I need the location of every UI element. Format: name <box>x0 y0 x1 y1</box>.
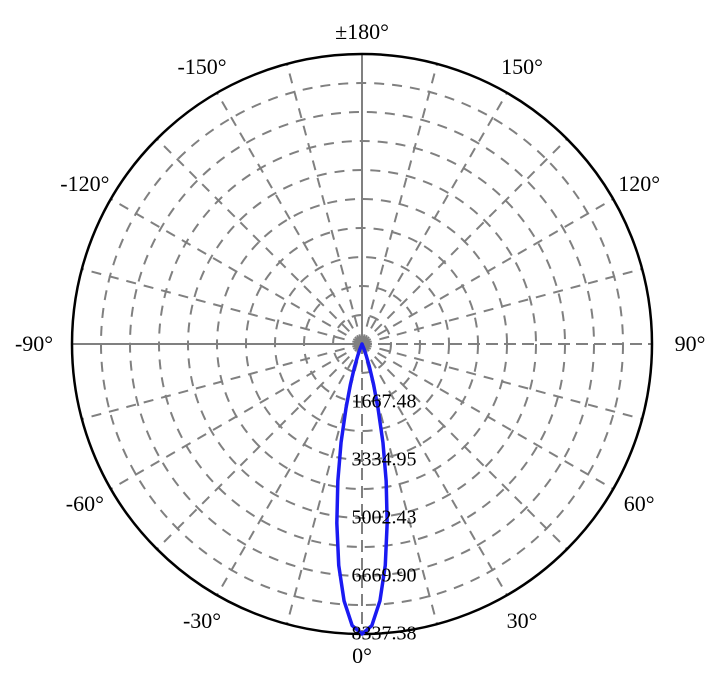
polar-chart: 0°30°60°90°120°150°±180°-150°-120°-90°-6… <box>0 0 724 688</box>
polar-svg <box>0 0 724 688</box>
